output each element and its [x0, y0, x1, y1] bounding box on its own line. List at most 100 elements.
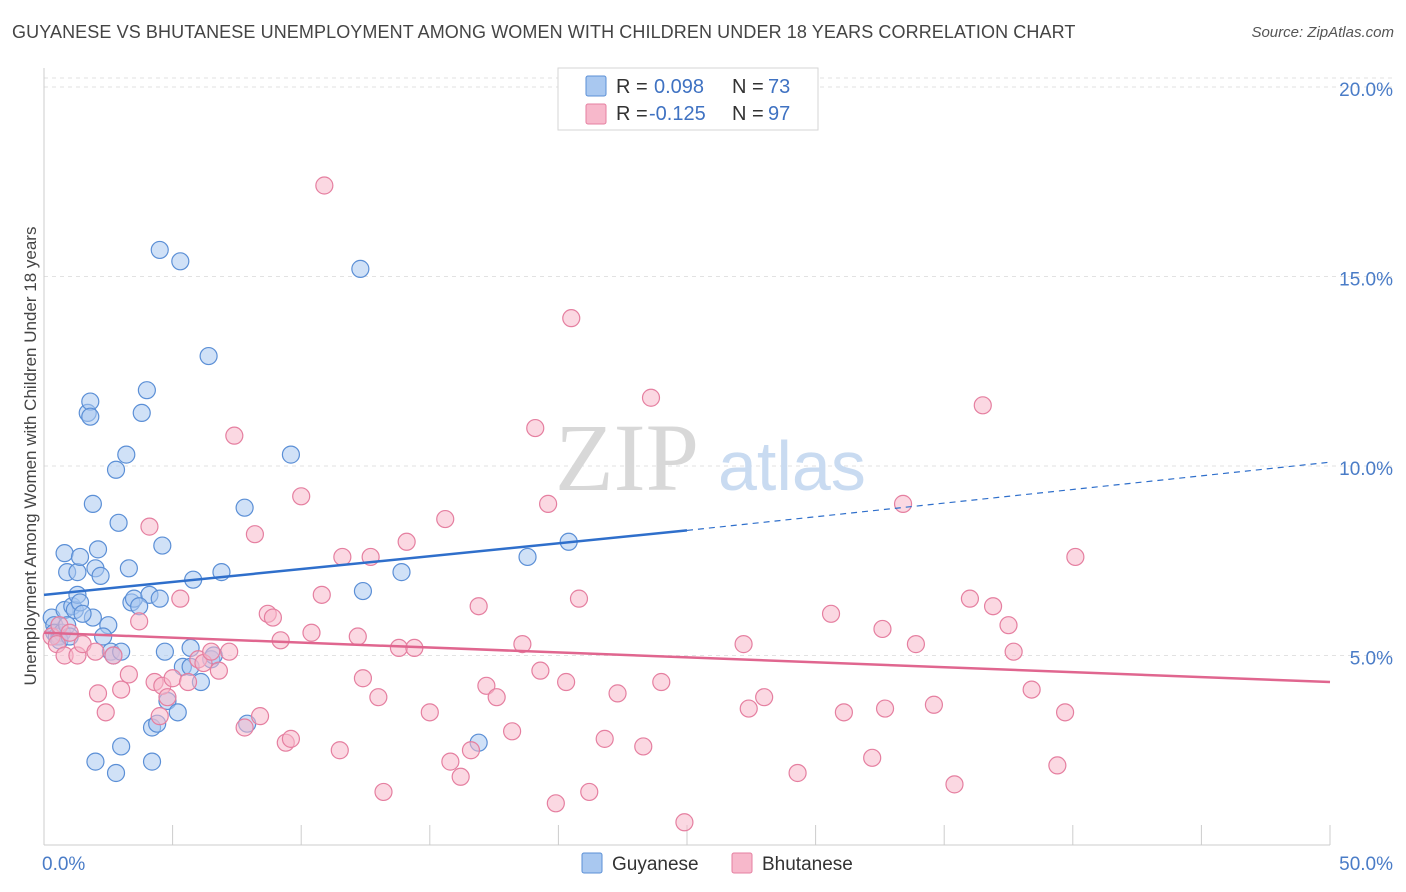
bhutanese-point-77	[788, 763, 807, 783]
bhutanese-point-55	[469, 597, 488, 616]
guyanese-point-70	[73, 604, 92, 623]
bhutanese-point-54	[461, 741, 481, 760]
legend-box: R = 0.098 N = 73 R = -0.125 N = 97	[557, 67, 819, 131]
guyanese-point-42	[155, 642, 174, 661]
bhutanese-point-69	[608, 684, 627, 703]
bhutanese-point-63	[546, 794, 565, 813]
bhutanese-point-74	[734, 635, 753, 654]
bhutanese-point-80	[863, 748, 882, 767]
bhutanese-point-62	[539, 494, 558, 513]
legend-swatch-bhutanese	[585, 103, 607, 125]
bhutanese-point-33	[271, 631, 290, 650]
watermark-zip: ZIP	[555, 404, 699, 511]
bhutanese-point-37	[302, 623, 321, 642]
guyanese-point-66	[112, 737, 131, 756]
bhutanese-point-73	[675, 813, 694, 832]
guyanese-point-44	[168, 703, 187, 722]
bhutanese-point-41	[333, 547, 352, 567]
bhutanese-point-87	[960, 589, 980, 608]
series-bhutanese-points	[42, 176, 1085, 832]
bhutanese-point-65	[562, 309, 581, 328]
bhutanese-point-40	[330, 741, 349, 760]
x-tick-label-min: 0.0%	[42, 854, 85, 875]
guyanese-point-28	[109, 513, 128, 532]
guyanese-point-59	[353, 581, 373, 601]
bhutanese-point-60	[526, 418, 545, 438]
y-tick-label-5: 5.0%	[1350, 648, 1393, 669]
legend-n-value-bhutanese: 97	[768, 103, 790, 125]
watermark-atlas: atlas	[718, 427, 866, 505]
bhutanese-point-88	[973, 396, 992, 415]
guyanese-point-45	[171, 252, 190, 271]
guyanese-point-71	[94, 627, 113, 646]
bhutanese-point-25	[209, 661, 228, 680]
bhutanese-point-58	[503, 722, 522, 741]
guyanese-point-60	[392, 563, 411, 582]
trend-line-guyanese-extension	[686, 461, 1331, 532]
bhutanese-point-11	[112, 680, 131, 699]
bhutanese-point-20	[171, 589, 190, 608]
bhutanese-point-53	[451, 767, 470, 786]
bhutanese-point-66	[569, 589, 589, 608]
bhutanese-point-19	[163, 669, 182, 688]
x-tick-labels: 0.0% 50.0%	[42, 854, 1393, 875]
bhutanese-point-10	[104, 646, 123, 665]
bottom-legend: Guyanese Bhutanese	[581, 852, 853, 875]
bhutanese-point-71	[641, 388, 661, 407]
bhutanese-point-64	[557, 672, 576, 692]
bhutanese-point-47	[389, 638, 409, 658]
guyanese-point-18	[81, 407, 100, 426]
bhutanese-point-9	[96, 703, 115, 722]
bhutanese-point-45	[369, 688, 388, 707]
bhutanese-point-52	[441, 752, 460, 771]
bhutanese-point-85	[924, 695, 944, 714]
bhutanese-point-86	[945, 775, 964, 794]
bhutanese-point-76	[755, 688, 774, 707]
bhutanese-point-75	[739, 699, 758, 718]
legend-r-label-guyanese: R =	[616, 76, 648, 98]
guyanese-point-55	[235, 498, 254, 517]
bhutanese-point-81	[873, 619, 892, 639]
bhutanese-point-27	[225, 426, 244, 445]
guyanese-point-23	[91, 566, 110, 585]
trend-line-guyanese	[43, 529, 688, 597]
guyanese-point-65	[106, 763, 126, 783]
guyanese-point-27	[106, 460, 126, 479]
bhutanese-point-21	[178, 672, 198, 692]
bhutanese-point-46	[374, 782, 393, 802]
bhutanese-point-67	[580, 782, 599, 802]
bhutanese-point-57	[487, 688, 506, 707]
y-tick-label-10: 10.0%	[1339, 459, 1393, 480]
y-tick-labels: 5.0% 10.0% 15.0% 20.0%	[1339, 80, 1393, 670]
bhutanese-point-39	[315, 176, 334, 195]
trend-lines	[43, 461, 1331, 684]
bhutanese-point-38	[312, 585, 331, 604]
guyanese-point-8	[55, 544, 74, 563]
bhutanese-point-79	[834, 703, 853, 722]
x-tick-label-max: 50.0%	[1339, 854, 1393, 875]
bhutanese-point-14	[140, 517, 159, 536]
guyanese-point-12	[68, 563, 87, 582]
bhutanese-point-72	[652, 672, 671, 692]
bhutanese-point-36	[292, 487, 311, 506]
guyanese-point-31	[119, 559, 138, 578]
y-axis-label: Unemployment Among Women with Children U…	[21, 227, 40, 686]
bhutanese-point-89	[983, 597, 1003, 616]
bhutanese-point-93	[1048, 756, 1067, 775]
bhutanese-point-61	[531, 661, 550, 680]
bottom-legend-label-guyanese: Guyanese	[612, 854, 699, 875]
bhutanese-point-59	[513, 635, 532, 654]
bhutanese-point-13	[130, 612, 149, 631]
legend-r-value-guyanese: 0.098	[654, 76, 704, 98]
guyanese-point-41	[153, 536, 172, 555]
legend-r-value-bhutanese: -0.125	[649, 103, 706, 125]
bhutanese-point-95	[1066, 547, 1085, 567]
guyanese-point-35	[137, 381, 156, 400]
bhutanese-point-92	[1022, 680, 1041, 699]
guyanese-point-58	[351, 259, 370, 278]
chart-title: GUYANESE VS BHUTANESE UNEMPLOYMENT AMONG…	[12, 22, 1076, 42]
legend-r-label-bhutanese: R =	[616, 103, 648, 125]
y-tick-label-20: 20.0%	[1339, 80, 1393, 101]
guyanese-point-34	[132, 403, 151, 423]
